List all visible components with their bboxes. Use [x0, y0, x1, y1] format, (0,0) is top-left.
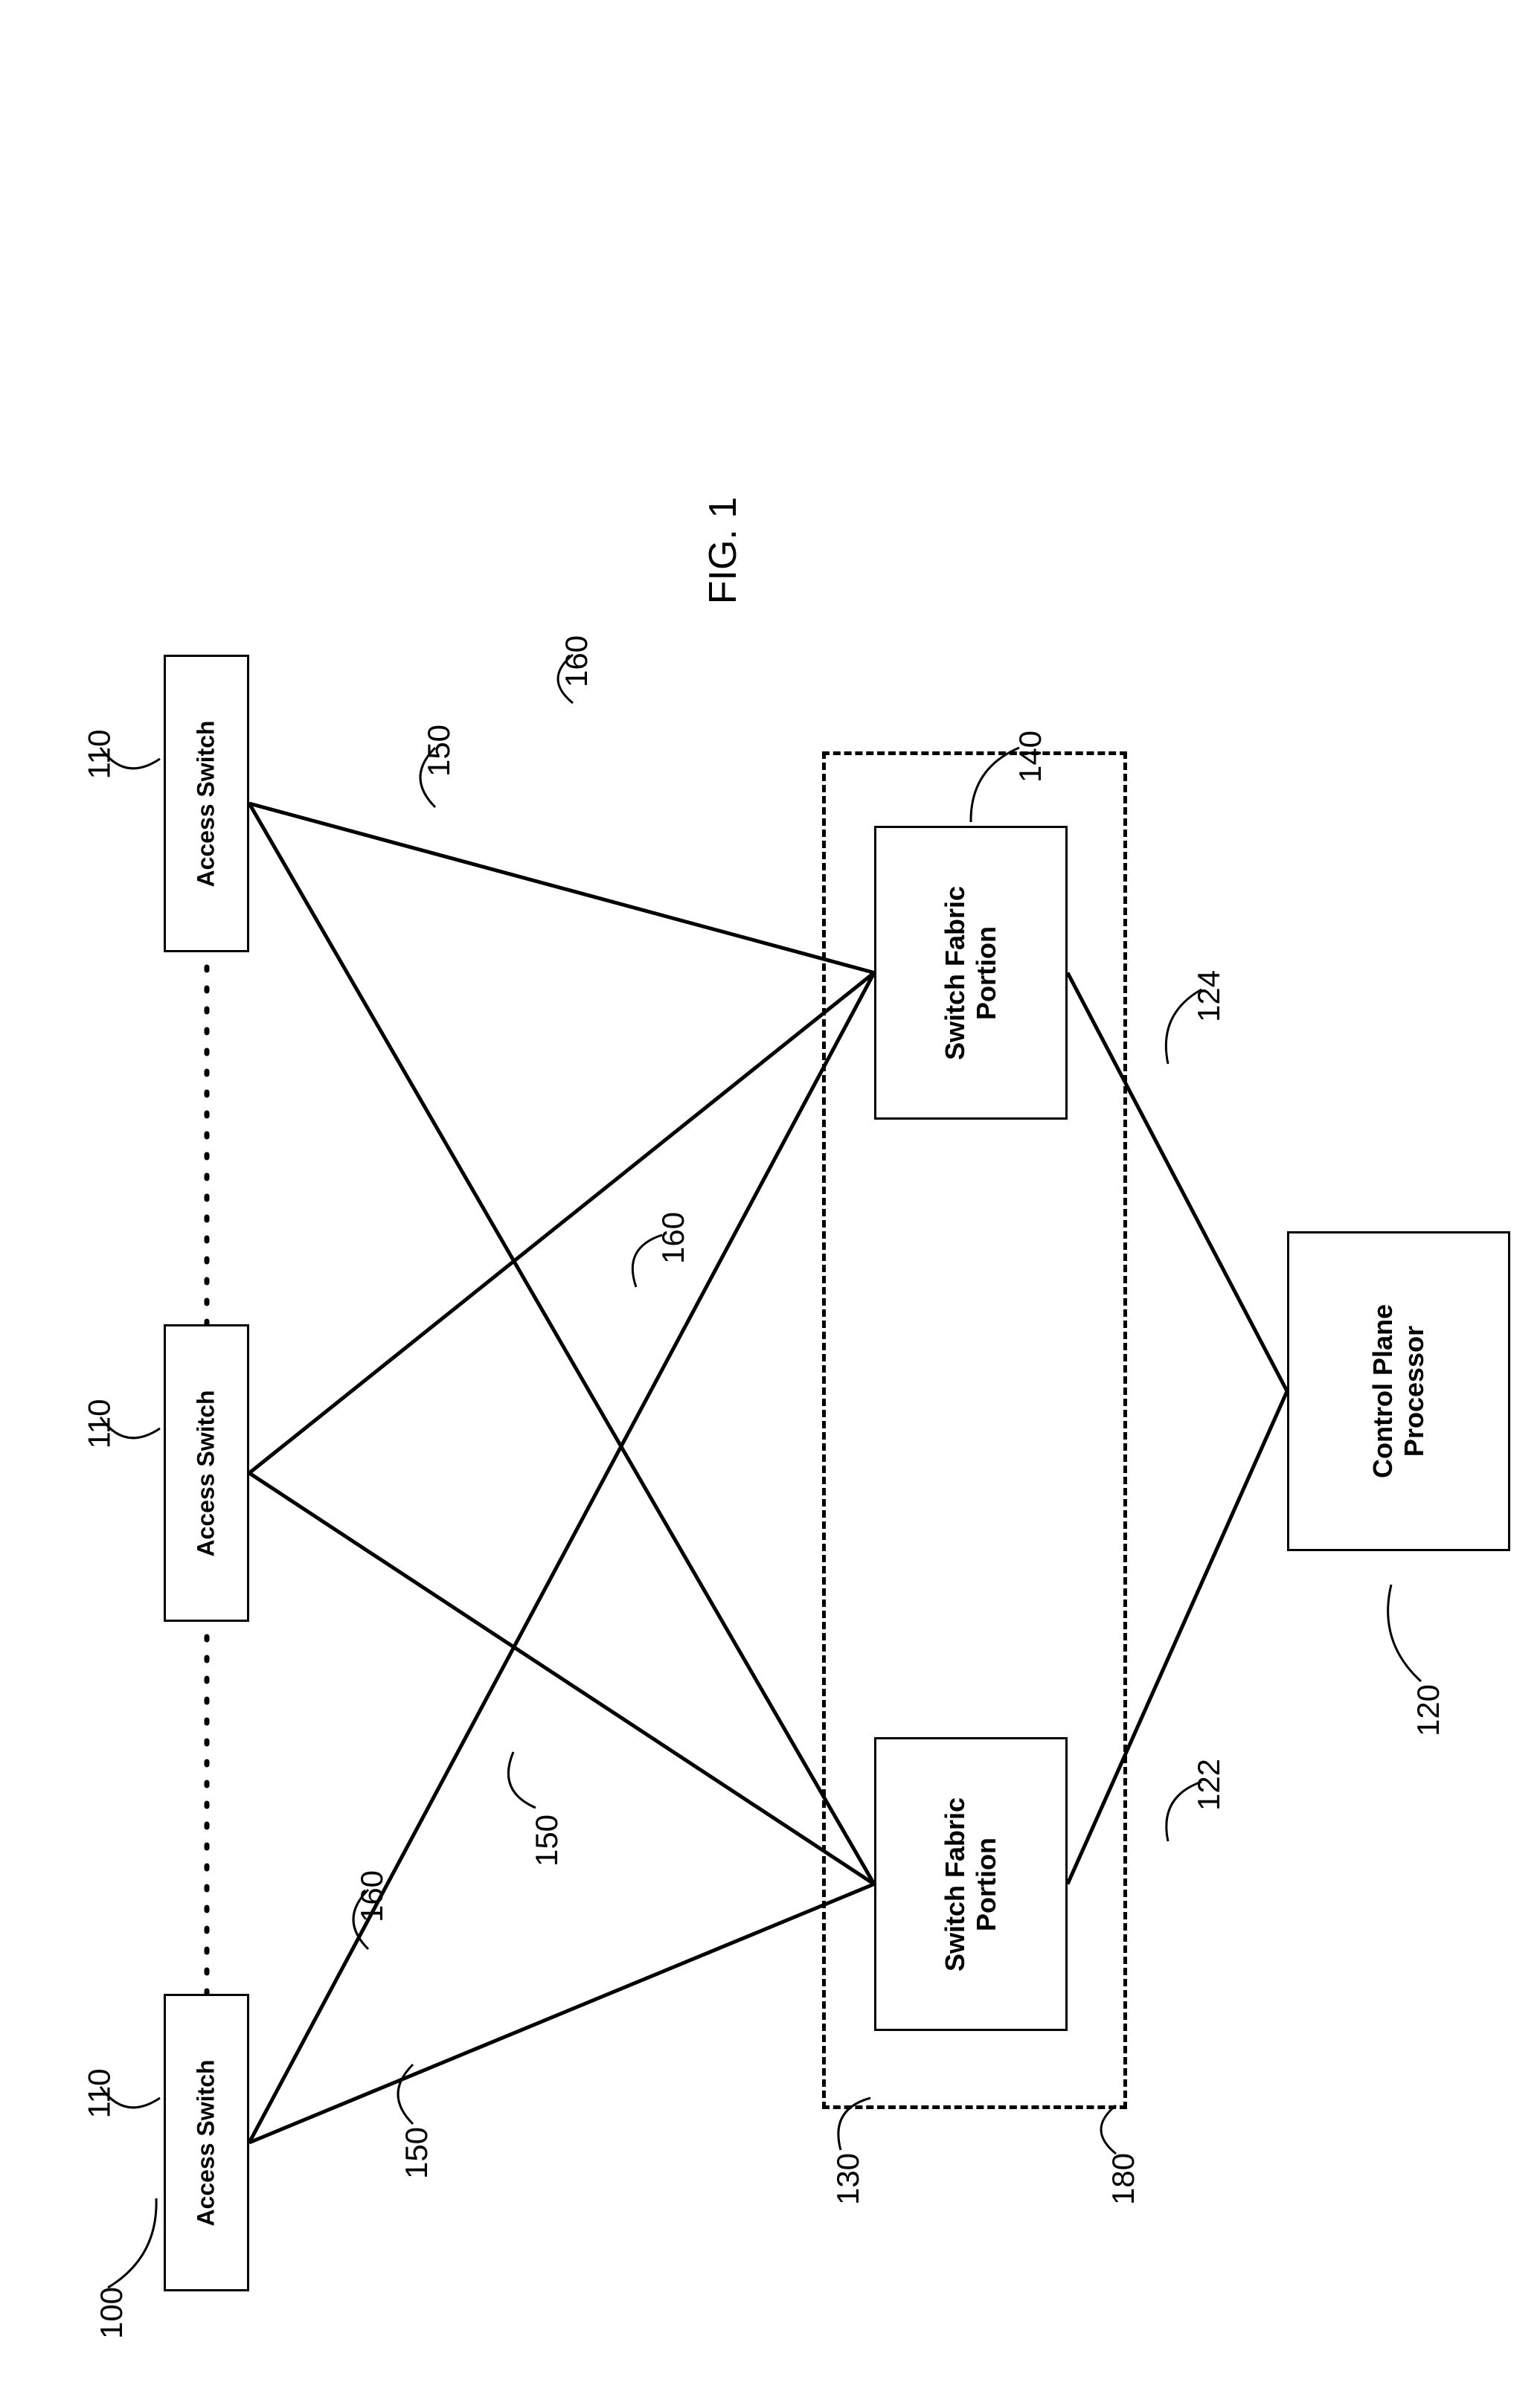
reference-number: 150: [421, 725, 457, 777]
reference-number: 122: [1191, 1759, 1227, 1811]
reference-number: 124: [1191, 970, 1227, 1022]
switch-fabric-2-label: Switch FabricPortion: [940, 885, 1002, 1059]
reference-number: 110: [81, 730, 117, 780]
control-plane-processor: Control PlaneProcessor: [1287, 1231, 1510, 1551]
reference-number: 110: [81, 1399, 117, 1449]
edge-line: [249, 803, 874, 1884]
figure-caption-text: FIG. 1: [702, 497, 745, 604]
switch-fabric-1-label: Switch FabricPortion: [940, 1797, 1002, 1971]
reference-number: 180: [1106, 2153, 1141, 2205]
leader-curve: [1101, 2105, 1116, 2154]
diagram-canvas: Access Switch Access Switch Access Switc…: [0, 0, 1540, 2400]
access-switch-1-label: Access Switch: [193, 2059, 220, 2226]
edge-line: [249, 973, 874, 2143]
leader-curve: [1388, 1585, 1421, 1681]
leader-curve: [508, 1752, 536, 1808]
edge-line: [249, 803, 874, 973]
access-switch-2: Access Switch: [164, 1324, 249, 1622]
reference-number: 130: [830, 2153, 866, 2205]
leader-curve: [108, 2198, 156, 2288]
reference-number: 140: [1013, 731, 1048, 783]
edge-line: [249, 1884, 874, 2143]
switch-fabric-2: Switch FabricPortion: [874, 826, 1068, 1120]
leader-curve: [398, 2064, 413, 2124]
access-switch-3: Access Switch: [164, 655, 249, 952]
access-switch-3-label: Access Switch: [193, 720, 220, 887]
reference-number: 100: [94, 2287, 129, 2339]
reference-number: 150: [399, 2127, 434, 2179]
reference-number: 120: [1411, 1684, 1446, 1736]
figure-caption: FIG. 1: [701, 497, 745, 604]
edge-line: [249, 973, 874, 1474]
reference-number: 110: [81, 2069, 117, 2119]
access-switch-1: Access Switch: [164, 1994, 249, 2291]
reference-number: 160: [559, 635, 594, 687]
access-switch-2-label: Access Switch: [193, 1390, 220, 1556]
reference-number: 160: [655, 1212, 691, 1264]
switch-fabric-1: Switch FabricPortion: [874, 1737, 1068, 2031]
control-plane-label: Control PlaneProcessor: [1367, 1304, 1430, 1478]
reference-number: 160: [354, 1870, 390, 1922]
reference-number: 150: [529, 1815, 565, 1867]
